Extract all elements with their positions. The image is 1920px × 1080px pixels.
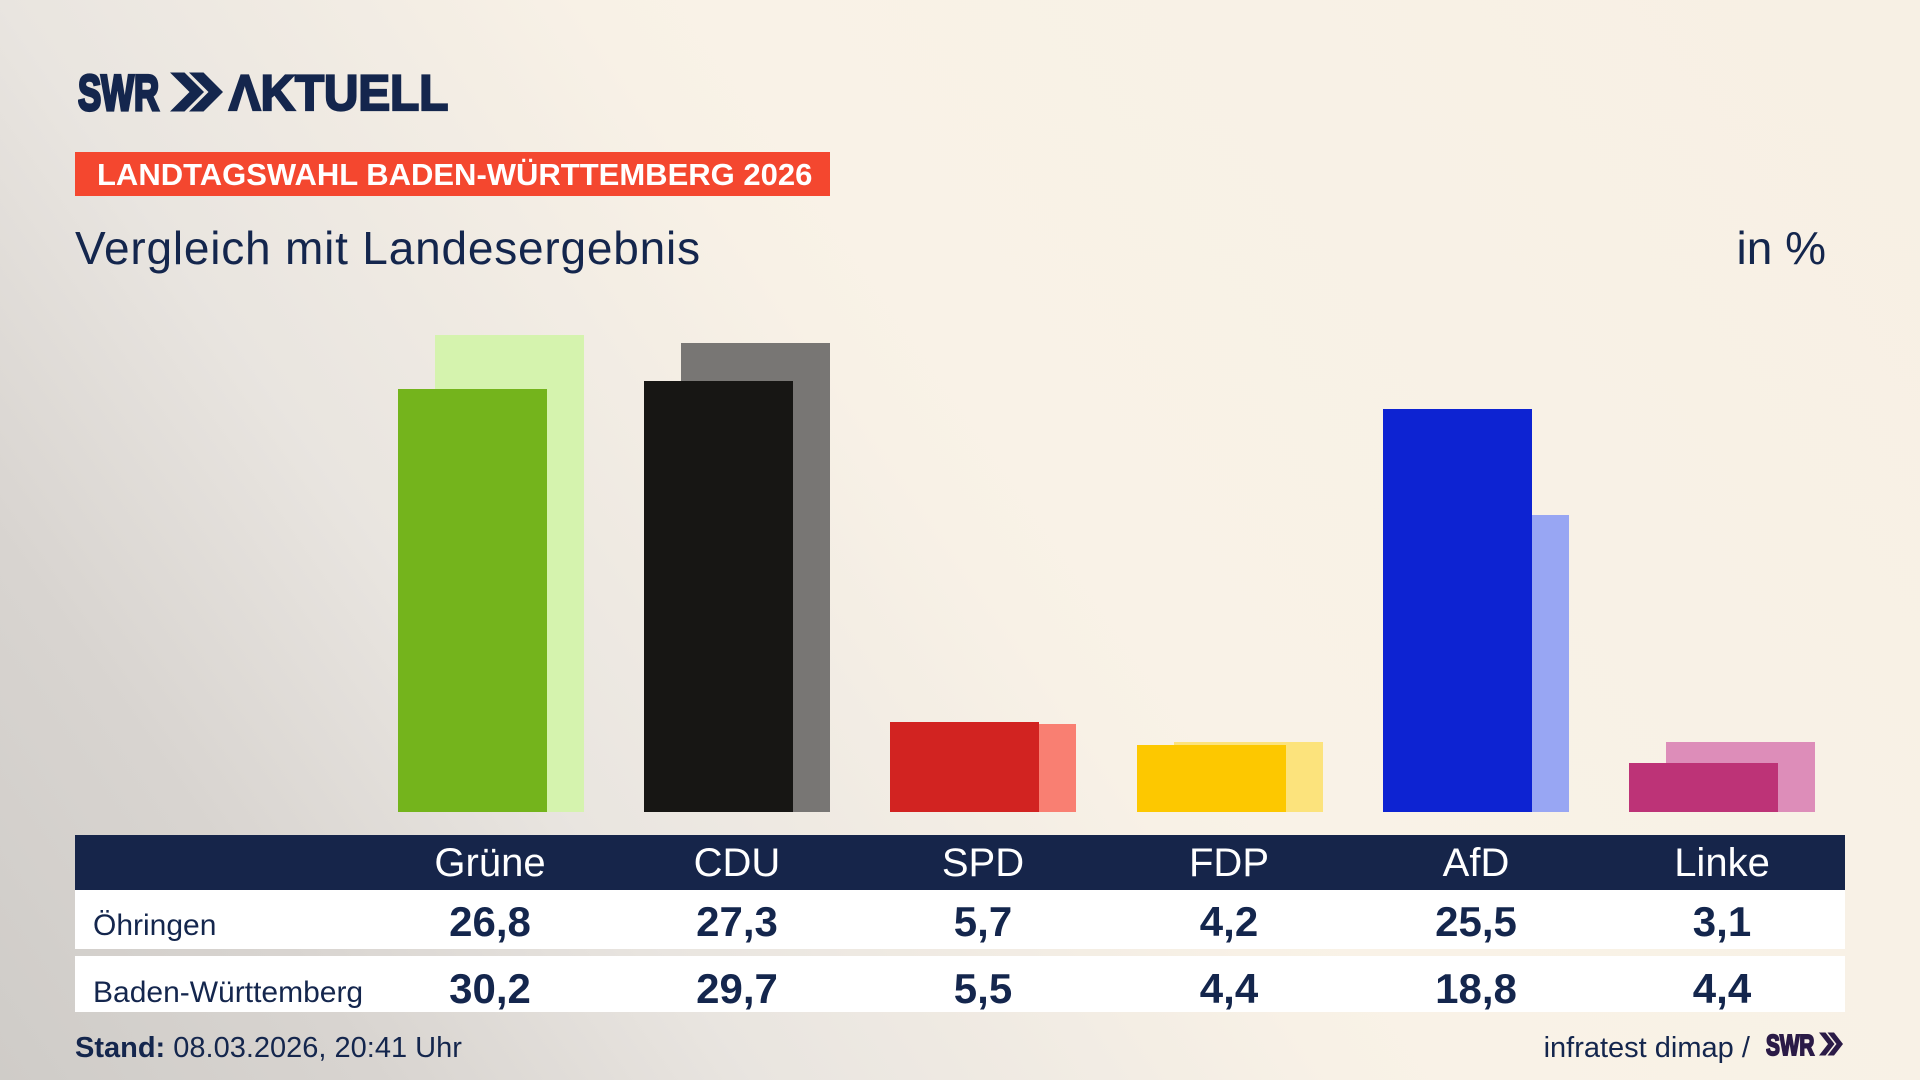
svg-text:SWR: SWR: [78, 66, 159, 122]
svg-text:ΛKTUELL: ΛKTUELL: [229, 66, 448, 121]
svg-text:SWR: SWR: [1766, 1030, 1814, 1062]
